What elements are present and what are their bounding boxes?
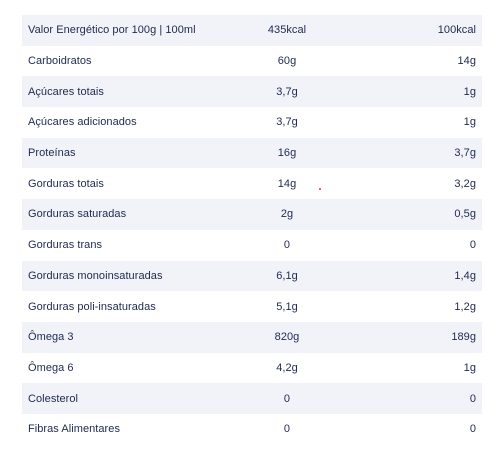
value-per-100g: 3,7g (276, 85, 298, 98)
value-per-100g: 0 (283, 392, 291, 405)
nutrient-name: Valor Energético por 100g | 100ml (28, 24, 196, 37)
nutrient-name: Ômega 6 (28, 361, 74, 374)
nutrient-name: Gorduras poli-insaturadas (28, 300, 156, 313)
table-row: Gorduras saturadas 2g 0,5g (22, 199, 482, 230)
value-per-100g: 3,7g (276, 116, 298, 129)
red-dot-marker (319, 188, 321, 190)
table-row: Ômega 6 4,2g 1g (22, 353, 482, 384)
nutrient-name: Gorduras saturadas (28, 208, 127, 221)
value-per-100g: 60g (277, 55, 297, 68)
value-per-portion: 1,2g (454, 300, 476, 313)
value-per-portion: 0 (469, 239, 476, 252)
value-per-100g: 820g (274, 331, 300, 344)
value-per-portion: 100kcal (437, 24, 476, 37)
nutrient-name: Gorduras trans (28, 239, 103, 252)
value-per-100g: 16g (277, 147, 297, 160)
value-per-100g: 435kcal (267, 24, 307, 37)
value-per-100g: 6,1g (276, 269, 298, 282)
value-per-portion: 0 (469, 423, 476, 436)
nutrient-name: Proteínas (28, 147, 76, 160)
nutrition-table: Valor Energético por 100g | 100ml 435kca… (22, 15, 482, 445)
value-per-100g: 0 (283, 423, 291, 436)
nutrient-name: Colesterol (28, 392, 79, 405)
nutrient-name: Açúcares totais (28, 85, 104, 98)
table-row: Gorduras totais 14g 3,2g (22, 168, 482, 199)
table-row: Valor Energético por 100g | 100ml 435kca… (22, 15, 482, 46)
nutrient-name: Gorduras totais (28, 177, 104, 190)
table-row: Colesterol 0 0 (22, 383, 482, 414)
nutrient-name: Gorduras monoinsaturadas (28, 269, 163, 282)
value-per-portion: 1g (463, 116, 476, 129)
value-per-portion: 1g (463, 85, 476, 98)
value-per-portion: 3,7g (454, 147, 476, 160)
nutrient-name: Açúcares adicionados (28, 116, 137, 129)
table-row: Gorduras poli-insaturadas 5,1g 1,2g (22, 291, 482, 322)
value-per-portion: 1,4g (454, 269, 476, 282)
value-per-100g: 0 (283, 239, 291, 252)
value-per-portion: 0,5g (454, 208, 476, 221)
value-per-portion: 189g (451, 331, 476, 344)
table-row: Gorduras monoinsaturadas 6,1g 1,4g (22, 260, 482, 292)
table-row: Açúcares adicionados 3,7g 1g (22, 107, 482, 138)
value-per-portion: 1g (463, 361, 476, 374)
value-per-100g: 5,1g (276, 300, 298, 313)
table-row: Açúcares totais 3,7g 1g (22, 76, 482, 108)
value-per-portion: 14g (457, 55, 476, 68)
table-row: Ômega 3 820g 189g (22, 321, 482, 353)
nutrient-name: Ômega 3 (28, 331, 74, 344)
value-per-100g: 4,2g (276, 361, 298, 374)
table-row: Fibras Alimentares 0 0 (22, 414, 482, 445)
table-row: Proteínas 16g 3,7g (22, 137, 482, 169)
nutrient-name: Carboidratos (28, 55, 92, 68)
nutrient-name: Fibras Alimentares (28, 423, 120, 436)
value-per-100g: 2g (280, 208, 294, 221)
value-per-100g: 14g (277, 177, 297, 190)
table-row: Gorduras trans 0 0 (22, 230, 482, 261)
value-per-portion: 0 (469, 392, 476, 405)
value-per-portion: 3,2g (454, 177, 476, 190)
table-row: Carboidratos 60g 14g (22, 46, 482, 77)
